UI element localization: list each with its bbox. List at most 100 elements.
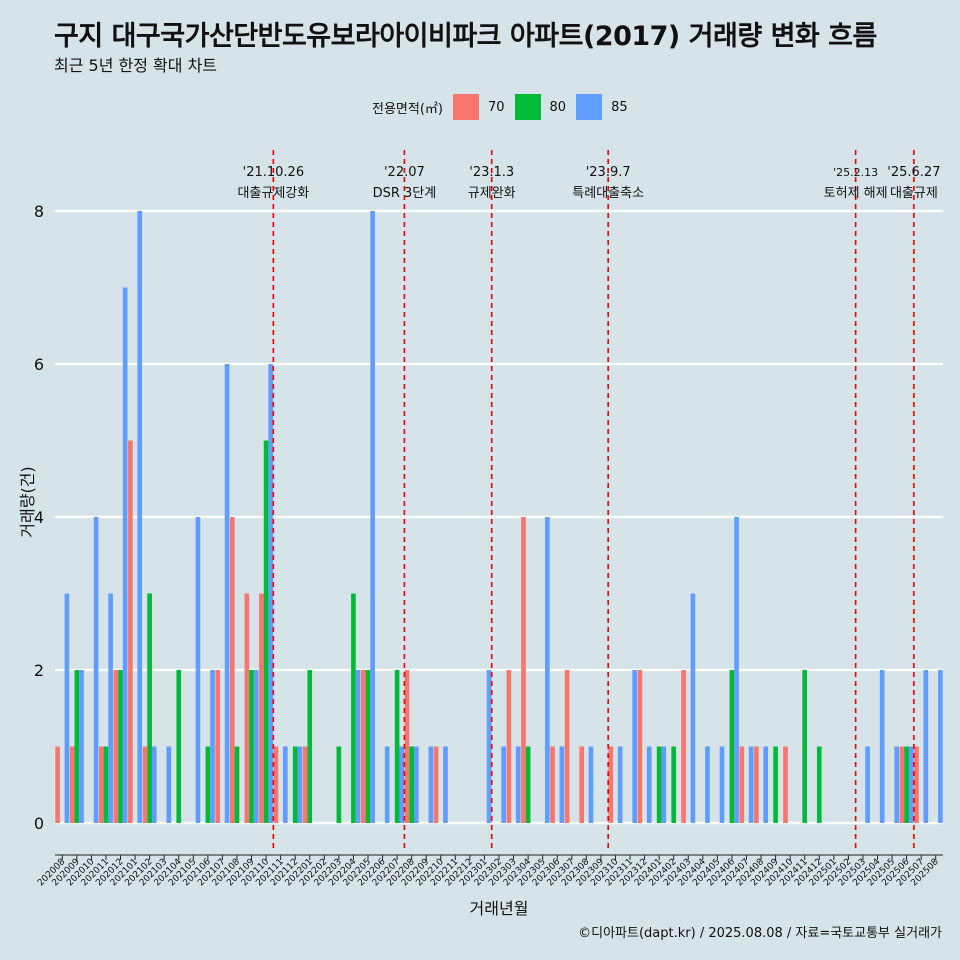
bar-70-202303 <box>506 670 512 823</box>
bar-70-202102 <box>142 746 148 823</box>
bar-70-202107 <box>215 670 221 823</box>
legend-item-70: 70 <box>452 94 505 120</box>
bar-85-202204 <box>355 670 361 823</box>
bar-85-202107 <box>224 364 230 823</box>
bar-85-202008 <box>64 593 70 823</box>
bar-70-202507 <box>914 746 919 823</box>
bar-85-202009 <box>79 670 84 823</box>
bar-80-202201 <box>307 670 313 823</box>
bar-85-202506 <box>908 746 914 823</box>
bar-85-202110 <box>268 364 274 823</box>
event-label-3: 규제완화 <box>468 186 516 201</box>
bar-85-202406 <box>734 517 739 823</box>
legend-swatch-70 <box>452 94 479 120</box>
bar-85-202408 <box>763 746 769 823</box>
bar-70-202304 <box>521 517 526 823</box>
legend: 전용면적(㎡) 70 80 85 <box>372 93 638 121</box>
bar-85-202101 <box>137 211 143 823</box>
bar-85-202102 <box>151 746 157 823</box>
bar-85-202405 <box>719 746 725 823</box>
bar-85-202401 <box>661 746 667 823</box>
bar-85-202302 <box>501 746 506 823</box>
bar-85-202109 <box>253 670 259 823</box>
bar-70-202210 <box>433 746 439 823</box>
bar-80-202204 <box>351 593 356 823</box>
bar-70-202201 <box>302 746 308 823</box>
bar-80-202102 <box>147 593 152 823</box>
event-date-4: '23.9.7 <box>586 165 631 180</box>
y-tick-label-2: 2 <box>34 661 44 680</box>
bar-85-202209 <box>428 746 434 823</box>
bar-70-202008 <box>55 746 60 823</box>
event-date-2: '22.07 <box>384 165 425 180</box>
bar-70-202009 <box>69 746 75 823</box>
chart-title: 구지 대구국가산단반도유보라아이비파크 아파트(2017) 거래량 변화 흐름 <box>54 21 877 52</box>
bar-85-202503 <box>865 746 870 823</box>
y-tick-label-4: 4 <box>34 508 44 527</box>
bar-80-202108 <box>234 746 240 823</box>
bar-85-202111 <box>282 746 288 823</box>
y-tick-label-6: 6 <box>34 355 44 374</box>
bar-85-202312 <box>646 746 652 823</box>
event-date-3: '23.1.3 <box>469 165 514 180</box>
bar-85-202308 <box>588 746 594 823</box>
bar-80-202412 <box>816 746 822 823</box>
event-date-5: '25.2.13 <box>833 166 878 179</box>
bar-70-202109 <box>244 593 250 823</box>
bar-70-202111 <box>273 746 279 823</box>
bar-80-202207 <box>394 670 400 823</box>
bar-80-202411 <box>802 670 808 823</box>
bar-70-202205 <box>360 670 366 823</box>
legend-label-70: 70 <box>487 99 505 115</box>
bar-80-202009 <box>74 670 80 823</box>
event-date-6: '25.6.27 <box>887 165 940 180</box>
bar-70-202506 <box>899 746 905 823</box>
bar-85-202407 <box>748 746 754 823</box>
event-label-5: 토허제 해제 <box>824 186 888 201</box>
bar-80-202205 <box>365 670 371 823</box>
bar-85-202311 <box>632 670 638 823</box>
event-label-4: 특례대출축소 <box>572 186 644 201</box>
legend-swatch-85 <box>576 94 603 120</box>
legend-item-85: 85 <box>576 94 628 120</box>
bar-80-202106 <box>205 746 211 823</box>
bar-80-202208 <box>409 746 414 823</box>
bar-70-202110 <box>259 593 264 823</box>
legend-item-80: 80 <box>514 94 567 120</box>
bar-85-202306 <box>559 746 565 823</box>
bar-85-202205 <box>370 211 375 823</box>
event-date-1: '21.10.26 <box>243 165 304 180</box>
bar-85-202303 <box>515 746 521 823</box>
bar-85-202505 <box>894 746 900 823</box>
bar-85-202504 <box>879 670 885 823</box>
bar-70-202403 <box>681 670 686 823</box>
bar-85-202011 <box>108 593 113 823</box>
bar-85-202106 <box>210 670 215 823</box>
bar-85-202508 <box>938 670 943 823</box>
bar-85-202012 <box>122 287 128 823</box>
event-label-2: DSR 3단계 <box>373 186 437 201</box>
bar-85-202404 <box>705 746 710 823</box>
y-tick-label-8: 8 <box>34 202 44 221</box>
bar-80-202112 <box>292 746 298 823</box>
bar-70-202307 <box>564 670 570 823</box>
bar-85-202305 <box>545 517 550 823</box>
bar-70-202101 <box>128 440 133 823</box>
y-tick-label-0: 0 <box>34 814 44 833</box>
bar-80-202506 <box>904 746 909 823</box>
event-label-1: 대출규제강화 <box>237 186 309 201</box>
bar-70-202407 <box>739 746 745 823</box>
legend-label-80: 80 <box>549 99 567 115</box>
bar-80-202409 <box>773 746 778 823</box>
bar-85-202207 <box>399 746 405 823</box>
bar-85-202507 <box>923 670 929 823</box>
bar-70-202011 <box>98 746 104 823</box>
bar-80-202402 <box>671 746 677 823</box>
bar-85-202403 <box>690 593 696 823</box>
bar-70-202012 <box>113 670 119 823</box>
bar-85-202301 <box>486 670 492 823</box>
x-axis-title: 거래년월 <box>470 899 529 918</box>
bar-80-202401 <box>656 746 662 823</box>
bar-70-202410 <box>783 746 788 823</box>
